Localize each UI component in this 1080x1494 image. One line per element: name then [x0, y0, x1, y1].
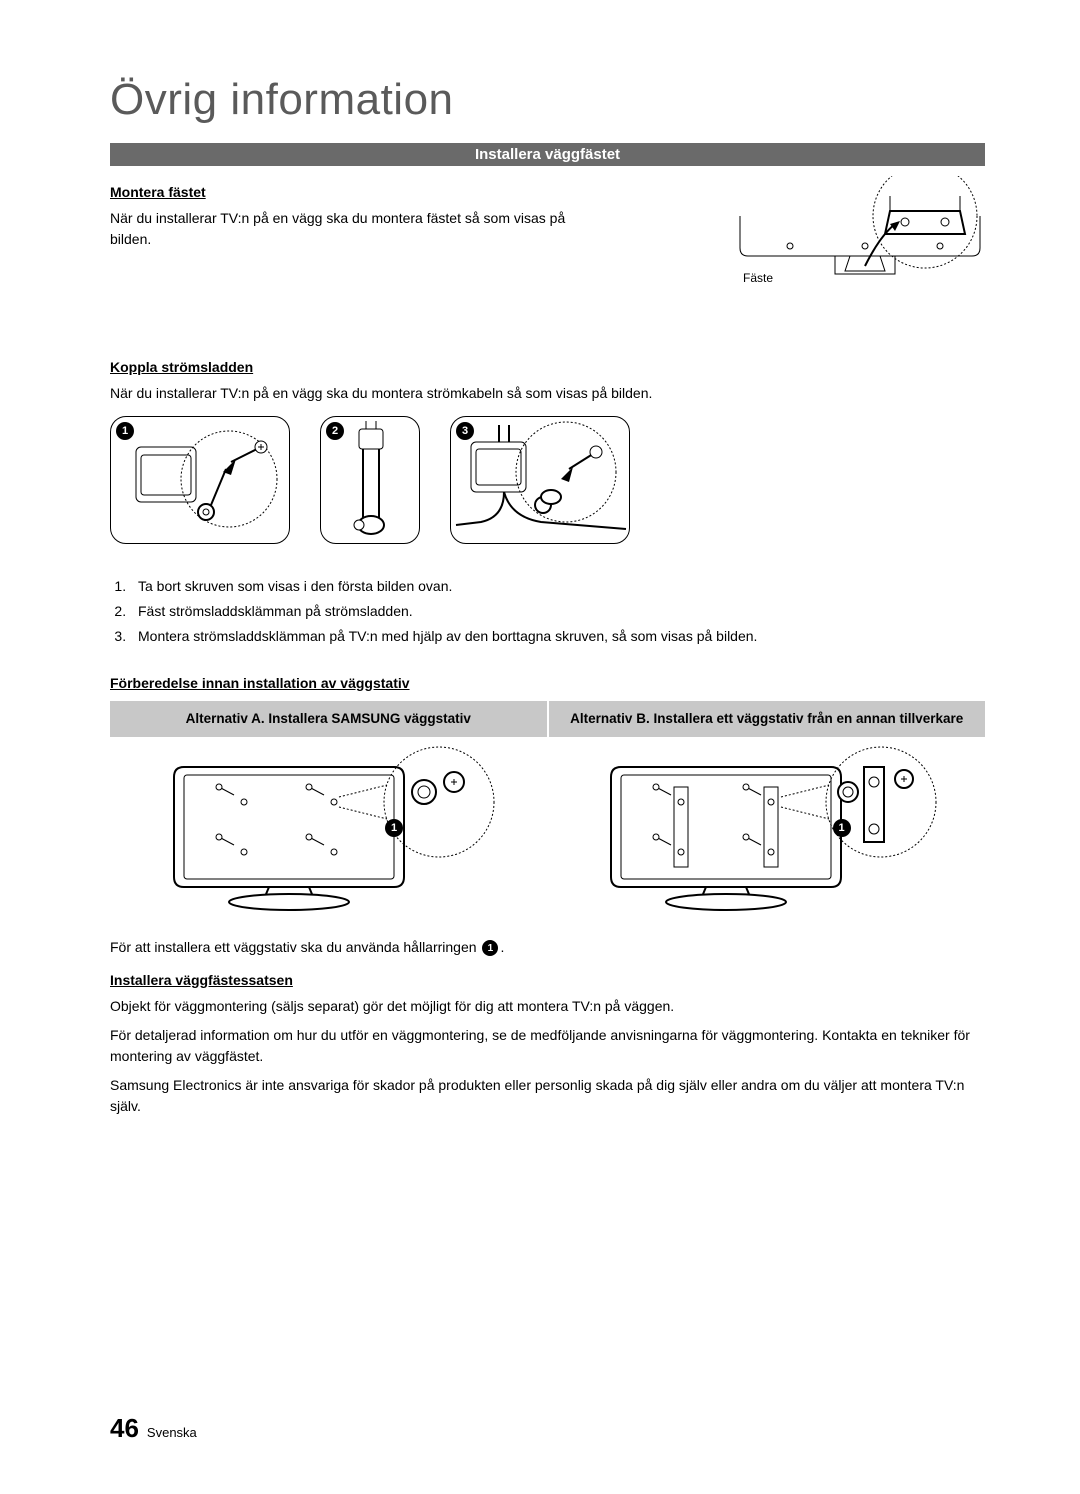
step-item: Fäst strömsladdsklämman på strömsladden. — [130, 599, 985, 624]
option-a-diagram: 1 — [110, 737, 548, 917]
prep-note-post: . — [500, 939, 504, 955]
option-a-header: Alternativ A. Installera SAMSUNG väggsta… — [110, 701, 549, 737]
bracket-label: Fäste — [743, 271, 773, 285]
kit-p1: Objekt för väggmontering (säljs separat)… — [110, 996, 985, 1017]
option-b-badge: 1 — [833, 819, 851, 837]
prep-note-pre: För att installera ett väggstativ ska du… — [110, 939, 480, 955]
power-diagram-3 — [450, 416, 630, 544]
kit-p2: För detaljerad information om hur du utf… — [110, 1025, 985, 1067]
mount-heading: Montera fästet — [110, 184, 610, 200]
step-item: Ta bort skruven som visas i den första b… — [130, 574, 985, 599]
page-language: Svenska — [147, 1425, 197, 1440]
prep-heading: Förberedelse innan installation av väggs… — [110, 675, 985, 691]
power-steps-list: Ta bort skruven som visas i den första b… — [130, 574, 985, 650]
prep-note: För att installera ett väggstativ ska du… — [110, 937, 985, 958]
power-diagram-1 — [110, 416, 290, 544]
option-a-badge: 1 — [385, 819, 403, 837]
kit-p3: Samsung Electronics är inte ansvariga fö… — [110, 1075, 985, 1117]
option-b-header: Alternativ B. Installera ett väggstativ … — [549, 701, 986, 737]
power-text: När du installerar TV:n på en vägg ska d… — [110, 383, 985, 404]
mount-text: När du installerar TV:n på en vägg ska d… — [110, 208, 610, 250]
step-badge-2: 2 — [326, 422, 344, 440]
bracket-diagram: Fäste — [735, 176, 985, 306]
page-footer: 46 Svenska — [110, 1413, 197, 1444]
step-badge-3: 3 — [456, 422, 474, 440]
section-power-cord: Koppla strömsladden När du installerar T… — [110, 359, 985, 650]
options-images-row: 1 — [110, 737, 985, 917]
inline-badge-1: 1 — [482, 940, 498, 956]
page-number: 46 — [110, 1413, 139, 1444]
step-item: Montera strömsladdsklämman på TV:n med h… — [130, 624, 985, 649]
section-prep: Förberedelse innan installation av väggs… — [110, 675, 985, 958]
power-diagram-row: 1 — [110, 416, 985, 544]
section-header: Installera väggfästet — [110, 143, 985, 166]
section-mount-bracket: Montera fästet När du installerar TV:n p… — [110, 184, 985, 304]
step-badge-1: 1 — [116, 422, 134, 440]
options-header-row: Alternativ A. Installera SAMSUNG väggsta… — [110, 701, 985, 737]
section-wall-kit: Installera väggfästessatsen Objekt för v… — [110, 972, 985, 1117]
power-heading: Koppla strömsladden — [110, 359, 985, 375]
option-b-diagram: 1 — [548, 737, 986, 917]
page-title: Övrig information — [110, 75, 985, 125]
kit-heading: Installera väggfästessatsen — [110, 972, 985, 988]
